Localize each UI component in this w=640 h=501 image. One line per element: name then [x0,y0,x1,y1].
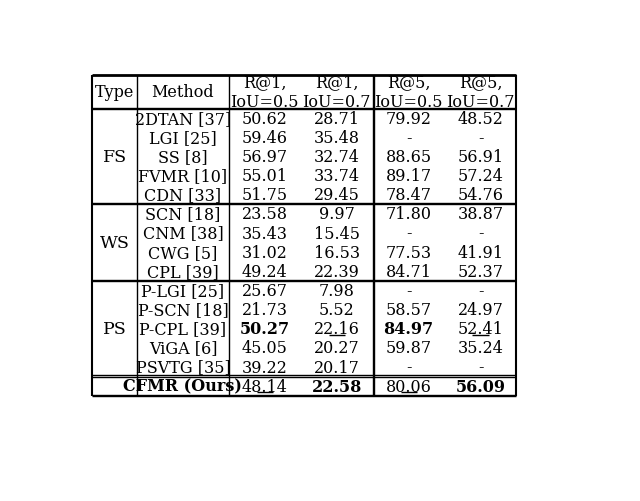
Text: 59.46: 59.46 [242,130,288,147]
Text: FS: FS [102,149,127,166]
Text: 48.52: 48.52 [458,111,504,128]
Text: 32.74: 32.74 [314,149,360,166]
Text: 51.75: 51.75 [242,187,288,204]
Text: 29.45: 29.45 [314,187,360,204]
Text: 56.91: 56.91 [458,149,504,166]
Text: Type: Type [95,84,134,101]
Text: SS [8]: SS [8] [158,149,208,166]
Text: P-SCN [18]: P-SCN [18] [138,302,228,319]
Text: 52.41: 52.41 [458,321,504,338]
Text: 31.02: 31.02 [242,244,288,261]
Text: 52.37: 52.37 [458,264,504,280]
Text: P-CPL [39]: P-CPL [39] [140,321,227,338]
Text: -: - [406,359,412,376]
Text: 15.45: 15.45 [314,225,360,242]
Text: 20.17: 20.17 [314,359,360,376]
Text: FVMR [10]: FVMR [10] [138,168,227,185]
Text: 23.58: 23.58 [242,206,288,223]
Text: 79.92: 79.92 [385,111,431,128]
Text: 28.71: 28.71 [314,111,360,128]
Text: 56.09: 56.09 [456,378,506,395]
Text: 48.14: 48.14 [242,378,288,395]
Text: CPL [39]: CPL [39] [147,264,219,280]
Text: 55.01: 55.01 [242,168,288,185]
Text: 7.98: 7.98 [319,283,355,300]
Text: 50.62: 50.62 [242,111,288,128]
Text: 38.87: 38.87 [458,206,504,223]
Text: CWG [5]: CWG [5] [148,244,218,261]
Text: 35.43: 35.43 [242,225,288,242]
Text: 25.67: 25.67 [242,283,288,300]
Text: P-LGI [25]: P-LGI [25] [141,283,225,300]
Text: 24.97: 24.97 [458,302,504,319]
Text: Method: Method [152,84,214,101]
Text: R@1,
IoU=0.7: R@1, IoU=0.7 [303,74,371,111]
Text: 50.27: 50.27 [240,321,290,338]
Text: 71.80: 71.80 [385,206,431,223]
Text: 20.27: 20.27 [314,340,360,357]
Text: -: - [478,225,483,242]
Text: PS: PS [103,321,127,338]
Text: CDN [33]: CDN [33] [145,187,221,204]
Text: -: - [478,130,483,147]
Text: R@5,
IoU=0.5: R@5, IoU=0.5 [374,74,443,111]
Text: 35.24: 35.24 [458,340,504,357]
Text: -: - [406,225,412,242]
Text: -: - [406,130,412,147]
Text: 56.97: 56.97 [242,149,288,166]
Text: WS: WS [100,234,130,252]
Text: 77.53: 77.53 [385,244,431,261]
Text: ViGA [6]: ViGA [6] [148,340,217,357]
Text: -: - [406,283,412,300]
Text: 49.24: 49.24 [242,264,287,280]
Text: 84.71: 84.71 [385,264,431,280]
Text: R@5,
IoU=0.7: R@5, IoU=0.7 [446,74,515,111]
Text: 59.87: 59.87 [385,340,431,357]
Text: 22.39: 22.39 [314,264,360,280]
Text: SCN [18]: SCN [18] [145,206,221,223]
Text: 58.57: 58.57 [385,302,431,319]
Text: 5.52: 5.52 [319,302,355,319]
Text: 41.91: 41.91 [458,244,504,261]
Text: -: - [478,283,483,300]
Text: 35.48: 35.48 [314,130,360,147]
Text: -: - [478,359,483,376]
Text: 57.24: 57.24 [458,168,504,185]
Text: 54.76: 54.76 [458,187,504,204]
Text: 16.53: 16.53 [314,244,360,261]
Text: 80.06: 80.06 [386,378,431,395]
Text: LGI [25]: LGI [25] [149,130,217,147]
Text: 33.74: 33.74 [314,168,360,185]
Text: CNM [38]: CNM [38] [143,225,223,242]
Text: 78.47: 78.47 [385,187,431,204]
Text: 89.17: 89.17 [385,168,431,185]
Text: R@1,
IoU=0.5: R@1, IoU=0.5 [230,74,299,111]
Text: 45.05: 45.05 [242,340,288,357]
Text: 39.22: 39.22 [242,359,288,376]
Text: 88.65: 88.65 [385,149,431,166]
Text: CFMR (Ours): CFMR (Ours) [124,378,243,395]
Text: 22.58: 22.58 [312,378,362,395]
Text: 84.97: 84.97 [383,321,434,338]
Text: PSVTG [35]: PSVTG [35] [136,359,230,376]
Text: 21.73: 21.73 [242,302,288,319]
Text: 9.97: 9.97 [319,206,355,223]
Text: 22.16: 22.16 [314,321,360,338]
Text: 2DTAN [37]: 2DTAN [37] [135,111,231,128]
